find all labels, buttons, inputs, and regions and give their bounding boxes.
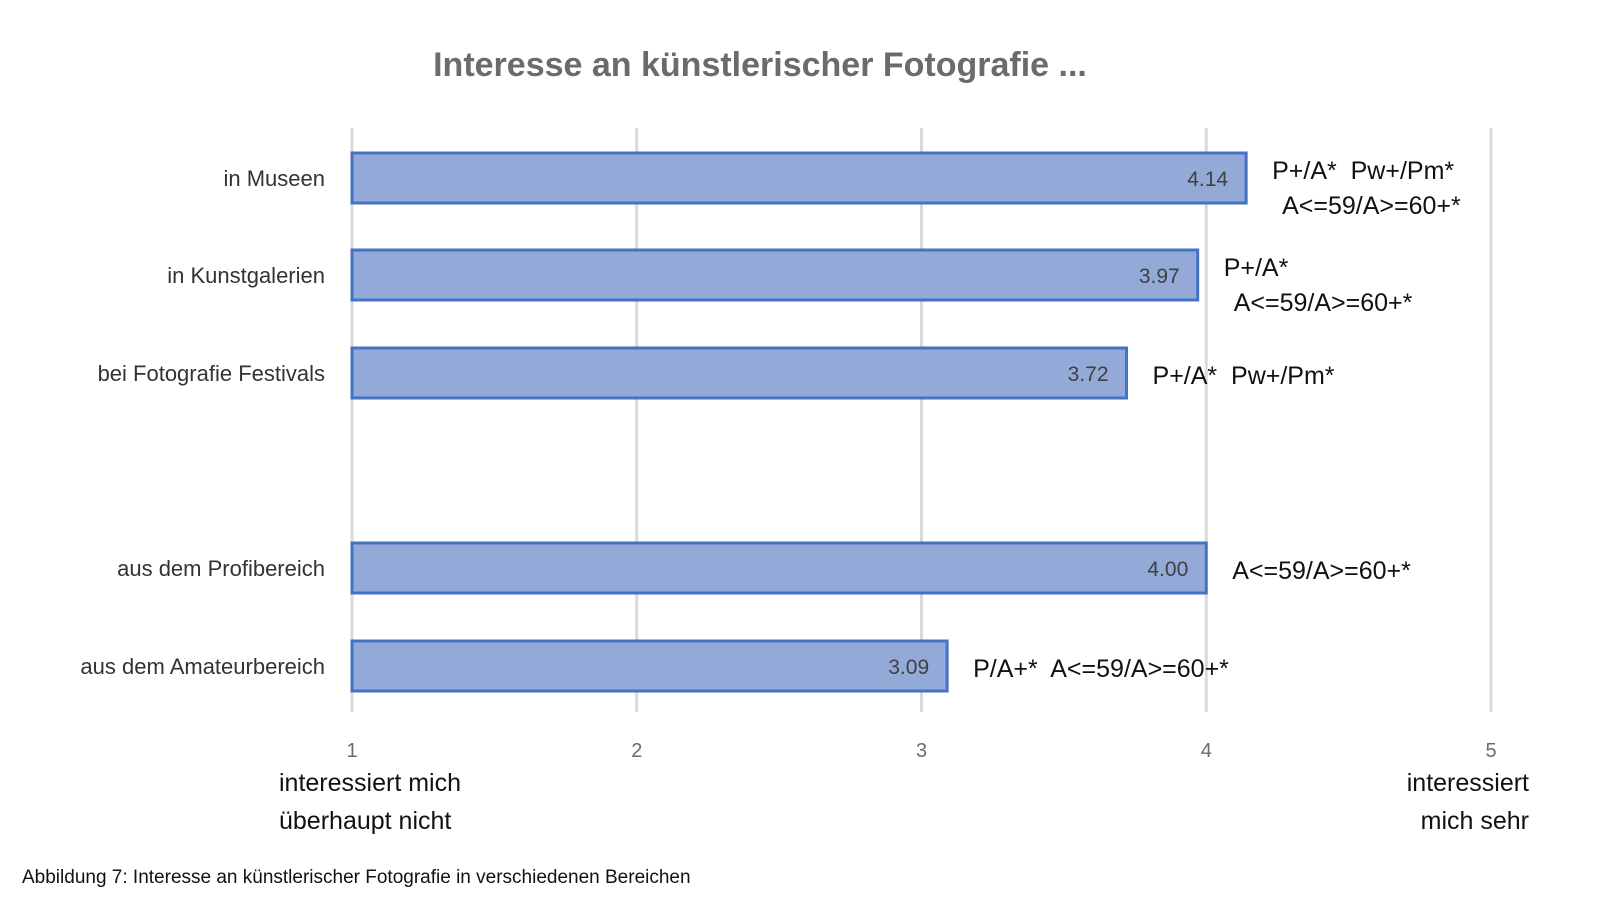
bars: 4.14 3.97 3.72 4.00 3.09 bbox=[350, 151, 1248, 693]
category-labels: in Museen in Kunstgalerien bei Fotografie … bbox=[80, 166, 325, 679]
significance-annotation: A<=59/A>=60+* bbox=[1282, 192, 1461, 220]
significance-annotation: P+/A* Pw+/Pm* bbox=[1153, 362, 1335, 390]
significance-annotation: P/A+* A<=59/A>=60+* bbox=[973, 655, 1229, 683]
x-anchor-left: interessiert mich überhaupt nicht bbox=[279, 769, 461, 835]
significance-annotation: A<=59/A>=60+* bbox=[1232, 557, 1411, 585]
x-tick-label: 1 bbox=[346, 740, 357, 762]
chart-title: Interesse an künstlerischer Fotografie .… bbox=[433, 46, 1087, 84]
bar bbox=[350, 541, 1208, 595]
bar bbox=[350, 151, 1248, 205]
bar bbox=[350, 346, 1129, 400]
significance-annotation: A<=59/A>=60+* bbox=[1234, 289, 1413, 317]
x-tick-label: 5 bbox=[1485, 740, 1496, 762]
significance-annotation: P+/A* Pw+/Pm* bbox=[1272, 157, 1454, 185]
category-label: bei Fotografie Festivals bbox=[98, 361, 325, 386]
x-tick-labels: 1 2 3 4 5 bbox=[346, 740, 1496, 762]
data-label: 4.14 bbox=[1187, 168, 1228, 191]
significance-annotation: P+/A* bbox=[1224, 254, 1289, 282]
x-anchor-left-line1: interessiert mich bbox=[279, 769, 461, 797]
bar bbox=[350, 639, 949, 693]
x-tick-label: 2 bbox=[631, 740, 642, 762]
figure-caption: Abbildung 7: Interesse an künstlerischer… bbox=[22, 867, 691, 888]
data-label: 4.00 bbox=[1147, 558, 1188, 581]
x-anchor-right-line1: interessiert bbox=[1407, 769, 1529, 797]
x-anchor-right-line2: mich sehr bbox=[1421, 807, 1529, 835]
category-label: in Kunstgalerien bbox=[167, 263, 325, 288]
category-label: in Museen bbox=[223, 166, 325, 191]
grid-lines bbox=[350, 128, 1493, 712]
x-tick-label: 3 bbox=[916, 740, 927, 762]
bar bbox=[350, 248, 1200, 302]
x-anchor-left-line2: überhaupt nicht bbox=[279, 807, 451, 835]
category-label: aus dem Amateurbereich bbox=[80, 654, 325, 679]
x-tick-label: 4 bbox=[1201, 740, 1212, 762]
category-label: aus dem Profibereich bbox=[117, 556, 325, 581]
x-anchor-right: interessiert mich sehr bbox=[1407, 769, 1529, 835]
annotations: P+/A* Pw+/Pm* A<=59/A>=60+* P+/A* A<=59/A>=… bbox=[973, 157, 1461, 683]
data-label: 3.09 bbox=[888, 656, 929, 679]
data-label: 3.72 bbox=[1068, 363, 1109, 386]
data-label: 3.97 bbox=[1139, 265, 1180, 288]
